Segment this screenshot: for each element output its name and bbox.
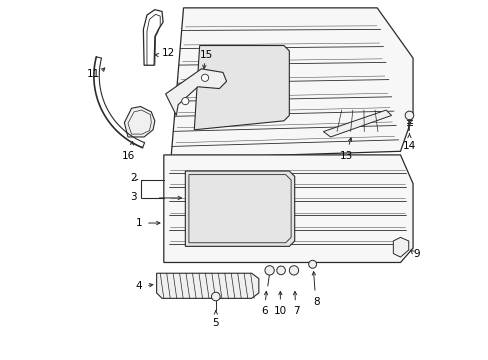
Text: 8: 8	[312, 297, 319, 307]
Text: 1: 1	[135, 218, 142, 228]
Circle shape	[308, 260, 316, 268]
Polygon shape	[194, 45, 289, 130]
Polygon shape	[323, 110, 391, 137]
Circle shape	[289, 266, 298, 275]
Circle shape	[201, 74, 208, 81]
Circle shape	[405, 111, 413, 120]
Polygon shape	[165, 69, 226, 116]
Polygon shape	[392, 237, 408, 257]
Text: 13: 13	[339, 151, 353, 161]
Text: 15: 15	[200, 50, 213, 60]
Text: 3: 3	[130, 192, 137, 202]
Polygon shape	[163, 155, 412, 262]
Text: 9: 9	[413, 248, 420, 258]
Polygon shape	[185, 171, 294, 246]
Text: 16: 16	[121, 151, 134, 161]
Circle shape	[211, 292, 220, 301]
Text: 14: 14	[402, 140, 415, 150]
Text: 4: 4	[135, 281, 142, 291]
Polygon shape	[124, 107, 155, 137]
Text: 6: 6	[261, 306, 267, 316]
Text: 12: 12	[162, 48, 175, 58]
Circle shape	[264, 266, 274, 275]
Polygon shape	[156, 273, 258, 298]
Circle shape	[276, 266, 285, 275]
Text: -: -	[134, 174, 138, 184]
Text: 5: 5	[212, 318, 219, 328]
Circle shape	[182, 98, 188, 105]
Text: 7: 7	[293, 306, 299, 316]
Text: 11: 11	[87, 69, 101, 79]
Polygon shape	[171, 8, 412, 158]
Text: 10: 10	[273, 306, 286, 316]
Text: 2: 2	[130, 173, 137, 183]
